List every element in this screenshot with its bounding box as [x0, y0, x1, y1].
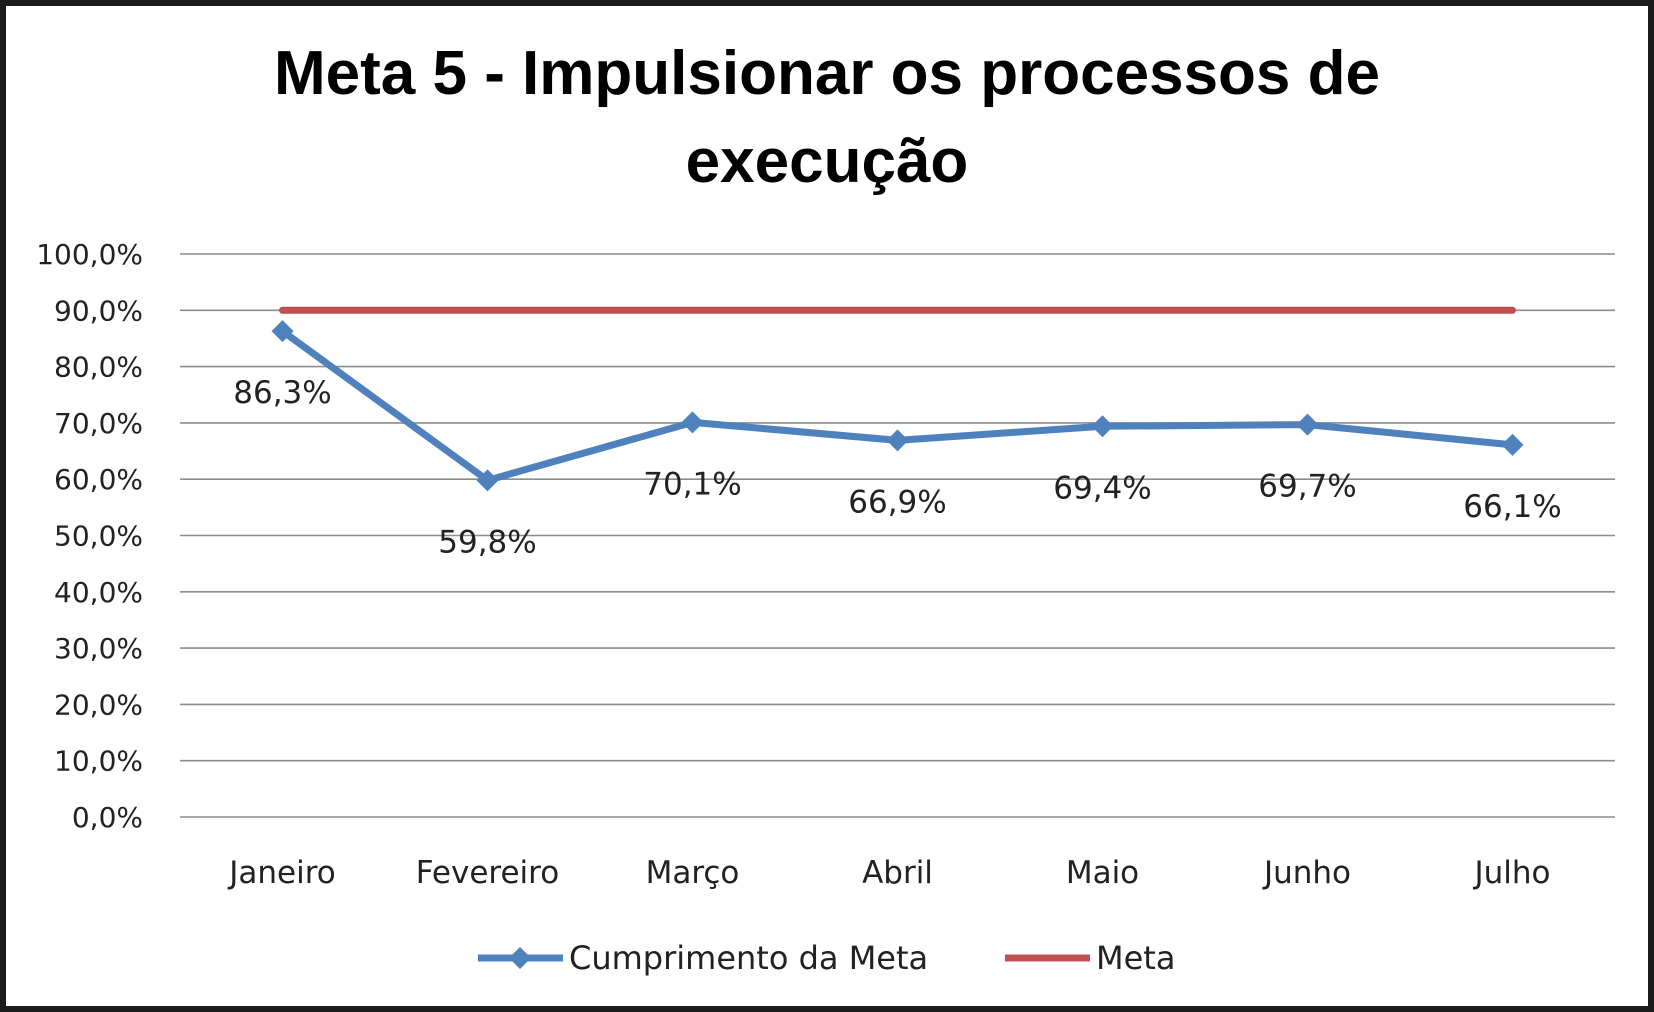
x-tick-label: Janeiro: [227, 855, 336, 891]
x-tick-label: Julho: [1472, 855, 1550, 891]
y-tick-label: 100,0%: [36, 238, 143, 271]
data-point-marker: [886, 429, 909, 452]
legend-label-cumprimento: Cumprimento da Meta: [569, 939, 928, 977]
data-label: 69,4%: [1053, 470, 1151, 506]
y-tick-label: 70,0%: [54, 407, 143, 440]
y-tick-label: 80,0%: [54, 351, 143, 384]
data-point-marker: [681, 411, 704, 434]
y-tick-label: 10,0%: [54, 745, 143, 778]
y-tick-label: 0,0%: [72, 801, 143, 834]
data-point-marker: [1501, 433, 1524, 456]
y-tick-label: 40,0%: [54, 576, 143, 609]
data-point-marker: [271, 320, 294, 343]
x-tick-label: Maio: [1066, 855, 1139, 891]
data-point-marker: [1296, 413, 1319, 436]
y-tick-label: 90,0%: [54, 294, 143, 327]
x-tick-label: Abril: [862, 855, 933, 891]
legend-marker-cumprimento: [509, 947, 531, 969]
data-label: 59,8%: [438, 524, 536, 560]
data-point-marker: [1091, 415, 1114, 438]
chart-title: Meta 5 - Impulsionar os processos de exe…: [0, 30, 1654, 206]
data-point-marker: [476, 469, 499, 492]
x-tick-label: Fevereiro: [416, 855, 559, 891]
data-label: 69,7%: [1258, 469, 1356, 505]
data-label: 70,1%: [643, 466, 741, 502]
x-tick-label: Junho: [1262, 855, 1351, 891]
y-tick-label: 50,0%: [54, 520, 143, 553]
y-tick-label: 60,0%: [54, 463, 143, 496]
data-label: 86,3%: [233, 375, 331, 411]
series-line-cumprimento: [280, 328, 1513, 484]
y-tick-label: 30,0%: [54, 632, 143, 665]
data-label: 66,1%: [1463, 489, 1561, 525]
chart-title-line-1: Meta 5 - Impulsionar os processos de: [274, 39, 1380, 108]
chart-title-line-2: execução: [685, 127, 969, 196]
data-label: 66,9%: [848, 484, 946, 520]
x-tick-label: Março: [646, 855, 740, 891]
y-tick-label: 20,0%: [54, 688, 143, 721]
legend-label-meta: Meta: [1096, 939, 1175, 977]
